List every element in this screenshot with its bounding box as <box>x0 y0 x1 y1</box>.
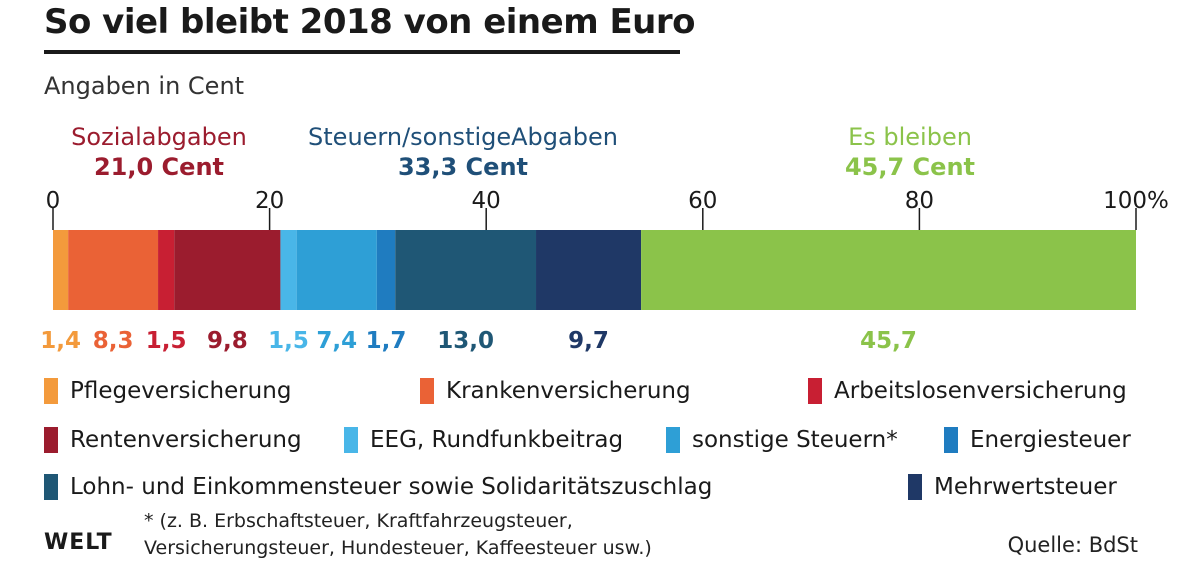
group-name: Sozialabgaben <box>71 123 247 151</box>
tick-label: 0 <box>46 188 61 214</box>
legend-item: EEG, Rundfunkbeitrag <box>344 425 623 455</box>
bar-segment <box>158 230 175 310</box>
legend-item: Krankenversicherung <box>420 376 691 406</box>
group-name: Es bleiben <box>848 123 972 151</box>
legend-swatch <box>44 378 58 404</box>
legend-label: Krankenversicherung <box>446 378 691 404</box>
legend-item: Rentenversicherung <box>44 425 302 455</box>
tick-label: 40 <box>472 188 501 214</box>
legend-item: Pflegeversicherung <box>44 376 291 406</box>
legend-label: Arbeitslosenversicherung <box>834 378 1127 404</box>
legend-label: Mehrwertsteuer <box>934 474 1117 500</box>
data-label: 1,5 <box>146 328 187 354</box>
source-note: Quelle: BdSt <box>1007 533 1138 557</box>
group-value: 21,0 Cent <box>93 153 225 181</box>
welt-logo: WELT <box>44 530 113 555</box>
legend-item: Lohn- und Einkommensteuer sowie Solidari… <box>44 472 712 502</box>
bar-segment <box>296 230 377 310</box>
legend-item: sonstige Steuern* <box>666 425 898 455</box>
legend-label: Lohn- und Einkommensteuer sowie Solidari… <box>70 474 713 500</box>
legend-item: Energiesteuer <box>944 425 1131 455</box>
bar-segment <box>174 230 281 310</box>
legend-item: Mehrwertsteuer <box>908 472 1117 502</box>
legend-label: sonstige Steuern* <box>692 427 898 453</box>
group-sozialabgaben: Sozialabgaben 21,0 Cent <box>56 122 262 182</box>
legend-swatch <box>666 427 680 453</box>
tick-label: 20 <box>255 188 284 214</box>
legend-label: Energiesteuer <box>970 427 1131 453</box>
bar-segment <box>376 230 396 310</box>
legend-item: Arbeitslosenversicherung <box>808 376 1127 406</box>
group-value: 45,7 Cent <box>844 153 976 181</box>
data-label: 9,7 <box>568 328 609 354</box>
legend-label: EEG, Rundfunkbeitrag <box>370 427 624 453</box>
tick-label: 100% <box>1103 188 1169 214</box>
bar-segment <box>395 230 537 310</box>
data-label: 1,5 <box>268 328 309 354</box>
legend-swatch <box>44 474 58 500</box>
chart-subtitle: Angaben in Cent <box>44 72 245 100</box>
legend-swatch <box>908 474 922 500</box>
group-steuern: Steuern/sonstigeAbgaben 33,3 Cent <box>280 122 646 182</box>
legend-swatch <box>944 427 958 453</box>
footnote: * (z. B. Erbschaftsteuer, Kraftfahrzeugs… <box>144 510 652 559</box>
legend-swatch <box>44 427 58 453</box>
legend-swatch <box>808 378 822 404</box>
bar-segment <box>53 230 69 310</box>
data-label: 1,4 <box>40 328 81 354</box>
legend-swatch <box>344 427 358 453</box>
chart-title: So viel bleibt 2018 von einem Euro <box>44 2 696 42</box>
data-label: 1,7 <box>366 328 407 354</box>
legend-label: Pflegeversicherung <box>70 378 292 404</box>
data-label: 8,3 <box>93 328 134 354</box>
bar-segment <box>280 230 297 310</box>
legend-swatch <box>420 378 434 404</box>
legend-label: Rentenversicherung <box>70 427 302 453</box>
data-label: 7,4 <box>316 328 357 354</box>
data-label: 13,0 <box>437 328 494 354</box>
data-label: 45,7 <box>860 328 917 354</box>
data-label: 9,8 <box>207 328 248 354</box>
tick-label: 80 <box>905 188 934 214</box>
bar-segment <box>641 230 1136 310</box>
group-value: 33,3 Cent <box>397 153 529 181</box>
bar-segment <box>68 230 159 310</box>
stacked-bar-chart: 0 20 40 60 80 100% 1,4 8,3 1,5 9,8 1,5 7,4 1,7 13,0 9,… <box>40 188 1169 354</box>
group-name: Steuern/sonstigeAbgaben <box>308 123 618 151</box>
bar-segment <box>536 230 642 310</box>
group-es-bleiben: Es bleiben 45,7 Cent <box>810 122 1010 182</box>
tick-label: 60 <box>688 188 717 214</box>
title-underline <box>44 50 680 54</box>
